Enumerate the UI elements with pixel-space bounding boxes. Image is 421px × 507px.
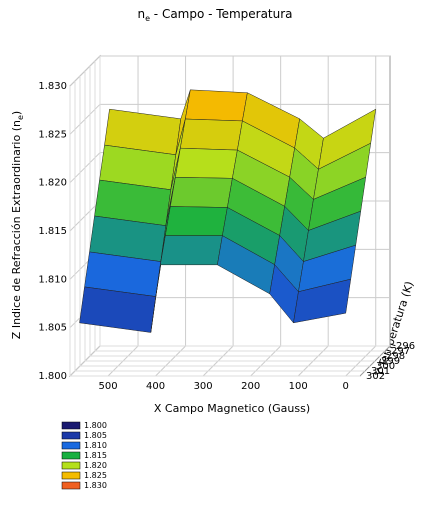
y-tick-label: 298	[386, 351, 405, 362]
x-tick-label: 400	[146, 381, 165, 392]
z-tick-label: 1.810	[38, 274, 67, 285]
surface-patch	[160, 235, 223, 266]
surface-patch	[185, 89, 248, 122]
legend-label: 1.800	[84, 421, 107, 430]
legend-swatch	[61, 471, 81, 480]
y-tick-label: 302	[366, 371, 385, 382]
x-axis-label: X Campo Magnetico (Gauss)	[154, 402, 310, 415]
legend-label: 1.820	[84, 461, 107, 470]
y-tick-label: 300	[376, 361, 395, 372]
y-tick-label: 297	[391, 346, 410, 357]
surface-patch	[175, 147, 238, 179]
z-tick-label: 1.815	[38, 226, 67, 237]
x-tick-label: 0	[343, 381, 349, 392]
y-tick-label: 299	[381, 356, 400, 367]
legend-label: 1.815	[84, 451, 107, 460]
grid-line	[99, 56, 390, 347]
legend-swatch	[61, 461, 81, 470]
legend-swatch	[61, 431, 81, 440]
y-tick-label: 301	[371, 366, 390, 377]
surface-patch	[165, 206, 228, 236]
z-tick-label: 1.830	[38, 81, 67, 92]
x-tick-label: 300	[194, 381, 213, 392]
grid-line	[79, 76, 370, 367]
y-tick-label: 296	[396, 341, 415, 352]
grid-line	[94, 61, 385, 352]
surface-patch	[180, 118, 243, 151]
x-tick-label: 500	[98, 381, 117, 392]
legend-label: 1.825	[84, 471, 107, 480]
z-tick-label: 1.825	[38, 129, 67, 140]
surface-patch	[293, 278, 352, 324]
x-tick-label: 100	[289, 381, 308, 392]
x-tick-label: 200	[241, 381, 260, 392]
z-tick-label: 1.800	[38, 371, 67, 382]
legend-label: 1.830	[84, 481, 107, 490]
grid-line	[74, 81, 365, 372]
z-axis-label: Z Indice de Refracción Extraordinario (n…	[10, 111, 25, 339]
grid-line	[84, 71, 375, 362]
legend-swatch	[61, 441, 81, 450]
legend-label: 1.810	[84, 441, 107, 450]
surface	[79, 89, 377, 333]
surface-patch	[170, 177, 233, 208]
grid-line	[69, 86, 360, 377]
legend-label: 1.805	[84, 431, 107, 440]
legend-swatch	[61, 451, 81, 460]
legend-swatch	[61, 481, 81, 490]
chart-title: ne - Campo - Temperatura	[137, 7, 292, 23]
z-tick-label: 1.805	[38, 323, 67, 334]
grid-line	[89, 66, 380, 357]
legend-swatch	[61, 421, 81, 430]
z-tick-label: 1.820	[38, 178, 67, 189]
